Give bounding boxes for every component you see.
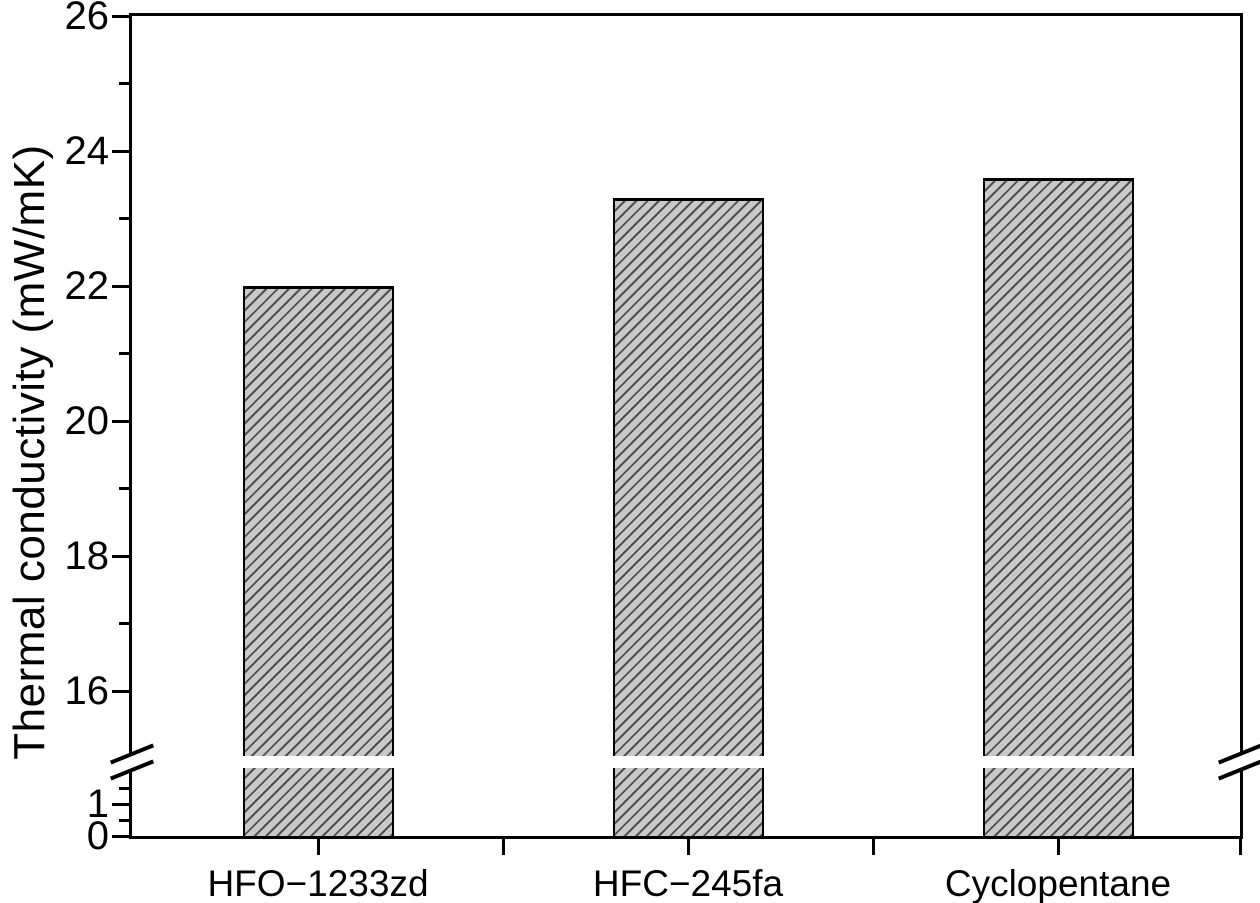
bar-bottom-segment: [612, 768, 764, 836]
y-minor-tick: [119, 82, 129, 85]
y-major-tick: [112, 419, 129, 423]
x-tick: [686, 839, 690, 855]
y-minor-tick: [119, 352, 129, 355]
axis-break-slash: [109, 759, 155, 781]
y-minor-tick: [119, 217, 129, 220]
axis-break-gap: [1240, 755, 1243, 770]
bar-bottom-segment: [982, 768, 1134, 836]
y-tick-label: 24: [64, 129, 110, 173]
y-tick-label: 22: [64, 264, 110, 308]
x-category-label: HFC−245fa: [592, 863, 784, 903]
x-category-label: HFO−1233zd: [207, 863, 429, 903]
x-tick: [1056, 839, 1060, 855]
y-minor-tick: [119, 786, 129, 790]
x-tick: [501, 839, 505, 855]
y-minor-tick: [119, 622, 129, 625]
y-tick-label: 20: [64, 399, 110, 443]
bar-top-segment: [982, 178, 1134, 756]
x-category-label: Cyclopentane: [944, 863, 1172, 903]
bar-top-segment: [242, 286, 394, 756]
x-tick: [871, 839, 875, 855]
bar-bottom-segment: [242, 768, 394, 836]
y-tick-label: 16: [64, 669, 110, 713]
y-axis-title: Thermal conductivity (mW/mK): [5, 144, 54, 760]
y-major-tick: [112, 284, 129, 288]
y-tick-label: 18: [64, 534, 110, 578]
y-tick-label: 0: [86, 814, 109, 858]
y-major-tick: [112, 802, 129, 806]
y-minor-tick: [119, 818, 129, 822]
y-minor-tick: [119, 487, 129, 490]
y-major-tick: [112, 834, 129, 838]
y-major-tick: [112, 554, 129, 558]
bar-top-segment: [612, 198, 764, 756]
y-tick-label: 1: [86, 782, 109, 826]
x-tick: [316, 839, 320, 855]
y-major-tick: [112, 14, 129, 18]
axis-break-slash: [1217, 759, 1260, 781]
plot-area: HFO−1233zd HFC−245fa Cyclopentane 26 24 22 20 1…: [65, 0, 1260, 903]
axis-break-gap: [129, 755, 132, 770]
y-tick-label: 26: [64, 0, 110, 38]
y-major-tick: [112, 149, 129, 153]
y-major-tick: [112, 689, 129, 693]
x-tick: [1238, 839, 1242, 855]
